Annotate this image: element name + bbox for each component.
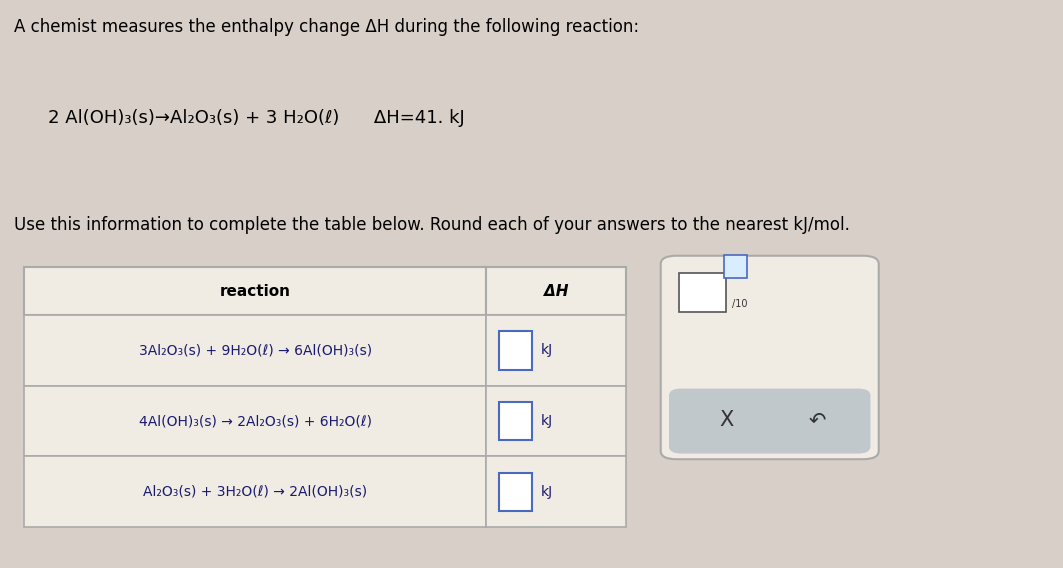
- Text: kJ: kJ: [540, 414, 553, 428]
- Text: 3Al₂O₃(s) + 9H₂O(ℓ) → 6Al(OH)₃(s): 3Al₂O₃(s) + 9H₂O(ℓ) → 6Al(OH)₃(s): [138, 344, 372, 357]
- Text: ΔH: ΔH: [544, 283, 569, 299]
- Bar: [724, 254, 747, 278]
- Text: A chemist measures the enthalpy change ΔH during the following reaction:: A chemist measures the enthalpy change Δ…: [14, 18, 639, 36]
- Bar: [24, 315, 486, 386]
- Bar: [24, 386, 486, 457]
- Bar: [679, 273, 726, 312]
- Text: kJ: kJ: [540, 485, 553, 499]
- Bar: [499, 402, 532, 440]
- Bar: [24, 457, 486, 527]
- Text: kJ: kJ: [540, 344, 553, 357]
- Bar: [24, 267, 486, 315]
- Bar: [486, 386, 626, 457]
- Bar: [486, 457, 626, 527]
- Text: Al₂O₃(s) + 3H₂O(ℓ) → 2Al(OH)₃(s): Al₂O₃(s) + 3H₂O(ℓ) → 2Al(OH)₃(s): [144, 485, 368, 499]
- Text: Use this information to complete the table below. Round each of your answers to : Use this information to complete the tab…: [14, 216, 849, 234]
- Text: X: X: [719, 410, 733, 430]
- Bar: [486, 267, 626, 315]
- Text: 2 Al(OH)₃(s)→Al₂O₃(s) + 3 H₂O(ℓ)      ΔH=41. kJ: 2 Al(OH)₃(s)→Al₂O₃(s) + 3 H₂O(ℓ) ΔH=41. …: [48, 109, 465, 127]
- FancyBboxPatch shape: [661, 256, 879, 459]
- Bar: [486, 315, 626, 386]
- FancyBboxPatch shape: [669, 389, 871, 454]
- Bar: [499, 473, 532, 511]
- Text: 4Al(OH)₃(s) → 2Al₂O₃(s) + 6H₂O(ℓ): 4Al(OH)₃(s) → 2Al₂O₃(s) + 6H₂O(ℓ): [139, 414, 372, 428]
- Text: reaction: reaction: [220, 283, 291, 299]
- Bar: [499, 331, 532, 370]
- Text: /10: /10: [732, 299, 748, 310]
- Text: ↶: ↶: [809, 410, 826, 430]
